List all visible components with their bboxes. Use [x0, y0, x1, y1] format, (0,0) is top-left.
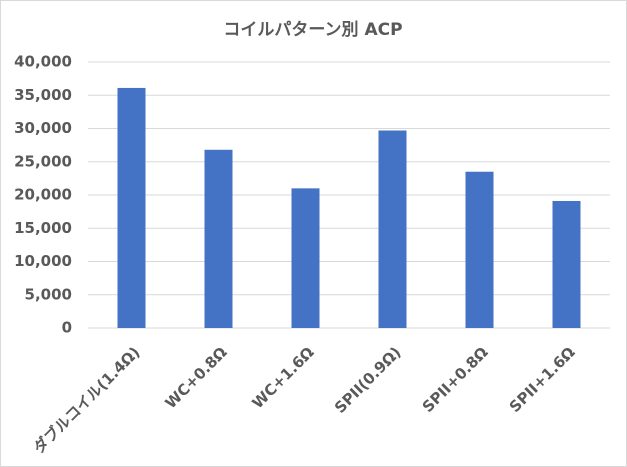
y-tick-label: 35,000	[14, 86, 72, 104]
y-tick-label: 30,000	[14, 119, 72, 137]
bar	[378, 130, 407, 328]
y-tick-label: 40,000	[14, 53, 72, 71]
bar	[117, 87, 146, 328]
y-tick-label: 20,000	[14, 186, 72, 204]
bar	[291, 188, 320, 328]
bar	[204, 149, 233, 328]
y-tick-label: 10,000	[14, 252, 72, 270]
chart-title: コイルパターン別 ACP	[223, 20, 402, 40]
bar	[465, 171, 494, 328]
y-tick-label: 15,000	[14, 219, 72, 237]
bar	[552, 200, 581, 328]
y-tick-label: 0	[62, 319, 72, 337]
y-tick-label: 5,000	[25, 285, 72, 303]
y-tick-label: 25,000	[14, 152, 72, 170]
